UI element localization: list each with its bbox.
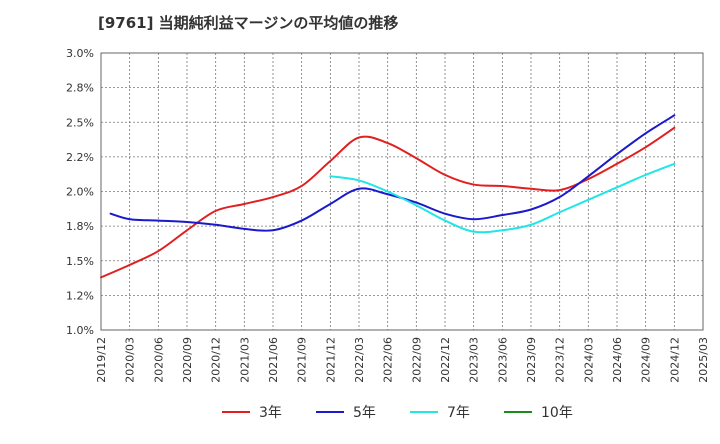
x-tick-label: 2021/06 <box>267 337 280 383</box>
x-tick-label: 2021/12 <box>324 337 337 383</box>
legend-label-0: 3年 <box>259 405 282 421</box>
x-tick-label: 2022/03 <box>353 337 366 383</box>
legend-layer: 3年 5年 7年 10年 <box>222 405 573 421</box>
y-tick-label: 3.0% <box>66 47 94 60</box>
y-tick-label: 1.8% <box>66 220 94 233</box>
x-tick-label: 2020/12 <box>210 337 223 383</box>
series-line-1 <box>109 114 676 232</box>
y-tick-label: 2.0% <box>66 186 94 199</box>
legend-label-2: 7年 <box>447 405 470 421</box>
chart-title: [9761] 当期純利益マージンの平均値の推移 <box>98 14 399 32</box>
axis-layer: 2019/12 2020/03 2020/06 2020/09 2020/12 2021/… <box>66 47 710 383</box>
x-tick-label: 2021/09 <box>296 337 309 383</box>
legend-label-1: 5年 <box>353 405 376 421</box>
x-tick-label: 2023/09 <box>525 337 538 383</box>
y-tick-label: 2.5% <box>66 116 94 129</box>
x-tick-label: 2020/03 <box>124 337 137 383</box>
x-tick-label: 2020/06 <box>152 337 165 383</box>
x-tick-label: 2023/03 <box>468 337 481 383</box>
x-tick-label: 2022/06 <box>382 337 395 383</box>
y-tick-label: 2.2% <box>66 151 94 164</box>
legend-label-3: 10年 <box>541 405 573 421</box>
x-tick-label: 2024/06 <box>611 337 624 383</box>
y-tick-label: 1.5% <box>66 255 94 268</box>
x-tick-label: 2023/12 <box>554 337 567 383</box>
x-tick-label: 2020/09 <box>181 337 194 383</box>
x-tick-label: 2022/12 <box>439 337 452 383</box>
y-tick-label: 1.0% <box>66 324 94 337</box>
x-tick-label: 2024/12 <box>668 337 681 383</box>
series-line-2 <box>329 162 676 234</box>
y-tick-label: 1.2% <box>66 289 94 302</box>
x-tick-label: 2023/06 <box>496 337 509 383</box>
x-tick-label: 2021/03 <box>238 337 251 383</box>
x-tick-label: 2024/03 <box>582 337 595 383</box>
x-tick-label: 2024/09 <box>640 337 653 383</box>
series-layer <box>100 114 676 279</box>
x-tick-label: 2019/12 <box>95 337 108 383</box>
x-tick-label: 2022/09 <box>410 337 423 383</box>
x-tick-label: 2025/03 <box>697 337 710 383</box>
y-tick-label: 2.8% <box>66 82 94 95</box>
grid-layer <box>100 52 704 331</box>
plot-frame <box>100 52 704 331</box>
